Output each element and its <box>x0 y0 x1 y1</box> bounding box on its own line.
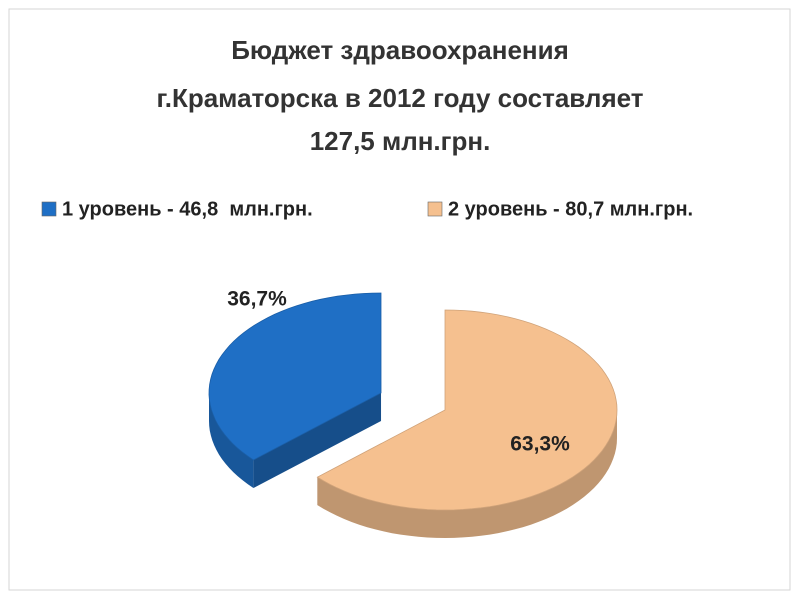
slice-side <box>209 393 254 488</box>
slice-side <box>253 392 382 489</box>
chart-title: г.Краматорска в 2012 году составляет <box>157 83 644 113</box>
slice-side <box>317 410 617 538</box>
chart-title: 127,5 млн.грн. <box>310 126 491 156</box>
legend-label: 1 уровень - 46,8 млн.грн. <box>62 198 313 220</box>
data-label: 63,3% <box>510 433 570 456</box>
slice <box>316 309 618 511</box>
slice <box>208 292 382 461</box>
legend-label: 2 уровень - 80,7 млн.грн. <box>448 198 693 220</box>
data-label: 36,7% <box>227 288 287 311</box>
chart-title: Бюджет здравоохранения <box>231 35 569 65</box>
legend-swatch <box>427 201 443 217</box>
legend-swatch <box>41 201 57 217</box>
